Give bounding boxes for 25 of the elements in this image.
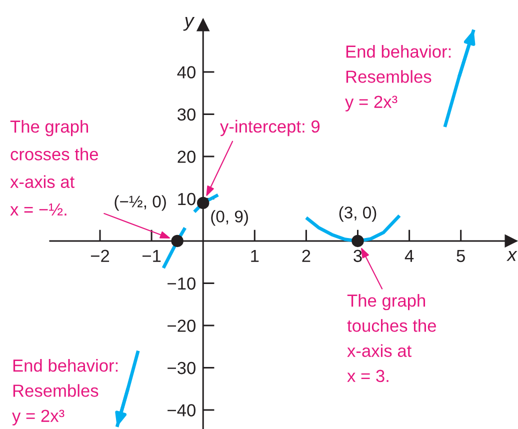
- y-tick-label: −40: [168, 404, 196, 416]
- data-label: (0, 9): [211, 210, 248, 226]
- y-axis-title: y: [183, 16, 195, 31]
- x-tick-label: 5: [456, 250, 465, 262]
- x-axis-title: x: [506, 250, 518, 261]
- annotation: End behavior: Resembles y = 2x³: [345, 45, 451, 112]
- annotation: The graph crosses the x-axis at x = −½.: [10, 120, 98, 216]
- y-tick-label: −10: [168, 277, 196, 290]
- y-tick-label: 30: [178, 108, 196, 121]
- x-tick-label: 2: [302, 250, 310, 262]
- data-label: (3, 0): [339, 206, 376, 222]
- y-tick-label: −20: [168, 320, 196, 332]
- y-tick-label: 10: [178, 192, 196, 206]
- annotation: The graph touches the x-axis at x = 3.: [347, 294, 436, 382]
- data-label: (−½, 0): [114, 195, 166, 211]
- x-tick-label: 1: [251, 250, 259, 262]
- y-tick-label: 20: [178, 150, 196, 163]
- y-tick-label: −30: [168, 362, 196, 374]
- x-tick-label: −1: [142, 250, 161, 262]
- x-tick-label: 4: [404, 250, 414, 262]
- x-tick-label: 3: [354, 250, 362, 262]
- x-tick-label: −2: [90, 250, 110, 262]
- annotation: y-intercept: 9: [220, 120, 320, 136]
- annotation: End behavior: Resembles y = 2x³: [12, 359, 118, 426]
- y-tick-label: 40: [177, 66, 196, 78]
